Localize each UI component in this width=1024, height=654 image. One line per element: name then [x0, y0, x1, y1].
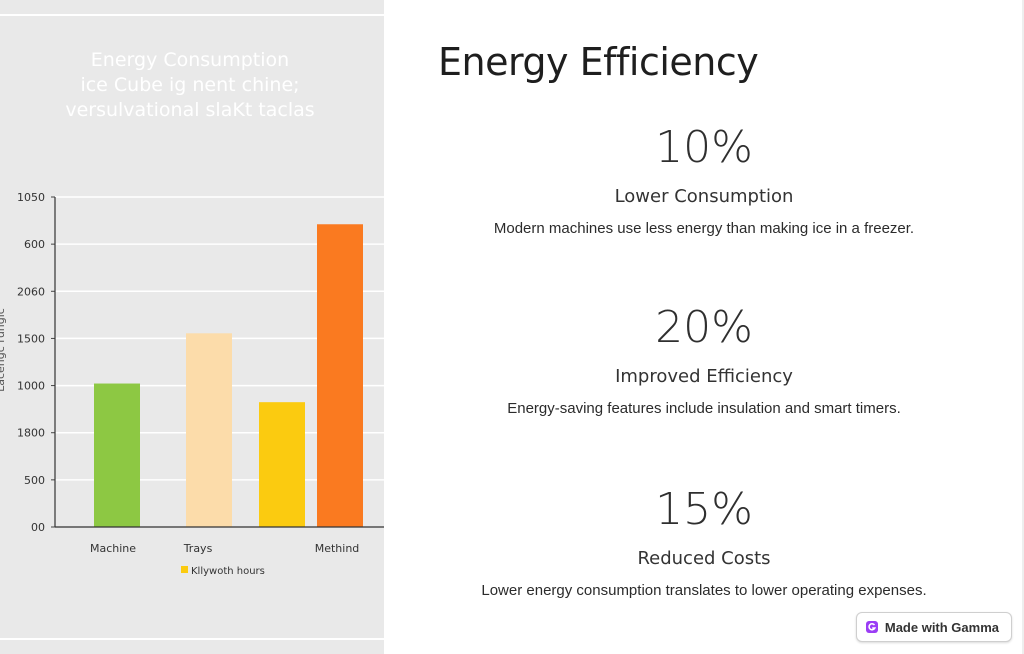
stat-description: Lower energy consumption translates to l… [481, 582, 927, 599]
stat-lower-consumption: 10% Lower Consumption Modern machines us… [384, 122, 1024, 238]
stat-label: Reduced Costs [637, 548, 771, 569]
y-tick-label: 1000 [17, 380, 45, 393]
slide-edge [1022, 0, 1024, 654]
stat-improved-efficiency: 20% Improved Efficiency Energy-saving fe… [384, 302, 1024, 418]
legend-label: Kllywoth hours [191, 566, 265, 577]
bar-machine [94, 383, 140, 527]
x-tick-label: Trays [183, 542, 213, 555]
legend-swatch [181, 566, 188, 573]
bar-trays [186, 333, 232, 527]
panel-top-divider [0, 14, 384, 16]
stat-description: Energy-saving features include insulatio… [507, 400, 901, 417]
y-tick-label: 1050 [17, 191, 45, 204]
bar-chart: 00 500 1800 1000 1500 2060 600 1050 Lacengc rung… [0, 191, 384, 577]
chart-title-line-2: ice Cube ig nent chine; [80, 74, 300, 96]
stat-label: Improved Efficiency [615, 366, 793, 387]
bar-methind [317, 224, 363, 527]
slide-content: Energy Efficiency 10% Lower Consumption … [384, 0, 1024, 654]
slide-title: Energy Efficiency [438, 40, 759, 84]
y-tick-label: 600 [24, 238, 45, 251]
y-tick-label: 1500 [17, 332, 45, 345]
y-axis-label: Lacengc rungic [0, 308, 7, 392]
stat-reduced-costs: 15% Reduced Costs Lower energy consumpti… [384, 484, 1024, 600]
chart-title-line-3: versulvational slaKt taclas [65, 99, 315, 121]
chart-image-panel: Energy Consumption ice Cube ig nent chin… [0, 0, 384, 654]
badge-label: Made with Gamma [884, 619, 999, 635]
stat-value: 15% [655, 484, 753, 535]
y-tick-label: 500 [24, 474, 45, 487]
y-tick-label: 2060 [17, 285, 45, 298]
stat-description: Modern machines use less energy than mak… [493, 220, 915, 237]
made-with-gamma-button[interactable]: Made with Gamma [855, 612, 1012, 642]
chart-title: Energy Consumption ice Cube ig nent chin… [20, 48, 360, 123]
stat-label: Lower Consumption [614, 186, 794, 207]
stat-value: 10% [655, 122, 753, 173]
bar-unlabeled [259, 402, 305, 527]
panel-bottom-divider [0, 638, 384, 640]
gamma-logo-icon [865, 621, 878, 633]
y-tick-label: 1800 [17, 427, 45, 440]
y-tick-label: 00 [31, 521, 45, 534]
x-tick-label: Methind [315, 542, 360, 555]
stat-value: 20% [655, 302, 753, 353]
chart-title-line-1: Energy Consumption [90, 49, 290, 71]
x-tick-label: Machine [90, 542, 136, 555]
